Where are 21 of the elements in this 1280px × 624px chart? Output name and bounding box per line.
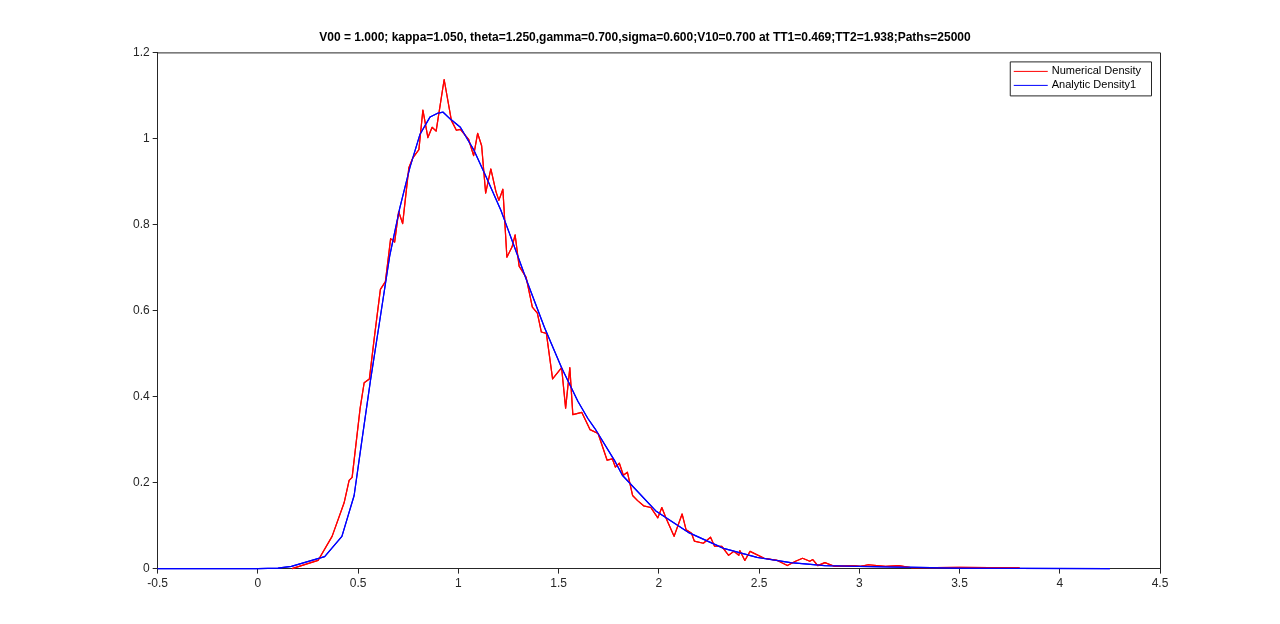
y-tick-label: 0.8: [132, 216, 150, 231]
y-tick-label: 0.6: [132, 302, 150, 317]
x-tick-label: -0.5: [147, 576, 169, 591]
x-tick-label: 4: [1056, 576, 1064, 591]
x-tick-label: 1.5: [550, 576, 568, 591]
y-tick-label: 0: [142, 560, 150, 575]
x-tick-label: 1: [455, 576, 463, 591]
x-tick-label: 2.5: [750, 576, 768, 591]
legend-label: Analytic Density1: [1051, 78, 1137, 91]
x-tick-label: 2: [655, 576, 663, 591]
y-tick-label: 0.2: [132, 474, 150, 489]
y-tick-label: 1.2: [132, 44, 150, 59]
chart-title: V00 = 1.000; kappa=1.050, theta=1.250,gamma=0.700,sigma=0.600;V10=0.700 at TT1=0.469;TT2=1.938;Paths=25000: [319, 29, 972, 44]
x-tick-label: 4.5: [1151, 576, 1169, 591]
x-tick-label: 3: [855, 576, 863, 591]
x-tick-label: 0.5: [349, 576, 367, 591]
x-tick-label: 0: [254, 576, 262, 591]
legend-label: Numerical Density: [1051, 64, 1142, 77]
x-tick-label: 3.5: [951, 576, 969, 591]
y-tick-label: 1: [142, 130, 150, 145]
y-tick-label: 0.4: [132, 388, 150, 403]
